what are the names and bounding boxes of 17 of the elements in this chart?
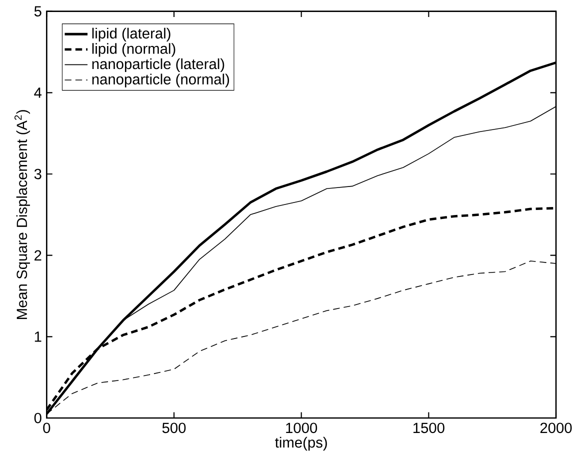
legend-label: lipid (normal): [92, 43, 176, 57]
y-tick-label: 2: [34, 250, 42, 260]
x-tick-label: 2000: [540, 422, 572, 434]
y-tick-label: 5: [34, 6, 42, 16]
x-tick-label: 0: [43, 422, 50, 434]
y-tick-label: 0: [34, 412, 42, 424]
legend-label: lipid (lateral): [92, 28, 170, 42]
y-axis-title: Mean Square Displacement (A$^{2}$): [14, 110, 30, 319]
x-tick-label: 1500: [413, 422, 444, 434]
x-tick-label: 500: [162, 422, 186, 434]
y-tick-label: 3: [34, 168, 42, 180]
legend-label: nanoparticle (normal): [92, 74, 230, 88]
x-tick-label: 1000: [286, 422, 318, 434]
x-axis-title: time(ps): [275, 436, 327, 451]
y-tick-label: 1: [34, 332, 42, 342]
legend-label: nanoparticle (lateral): [92, 58, 224, 72]
y-tick-label: 4: [34, 88, 42, 98]
